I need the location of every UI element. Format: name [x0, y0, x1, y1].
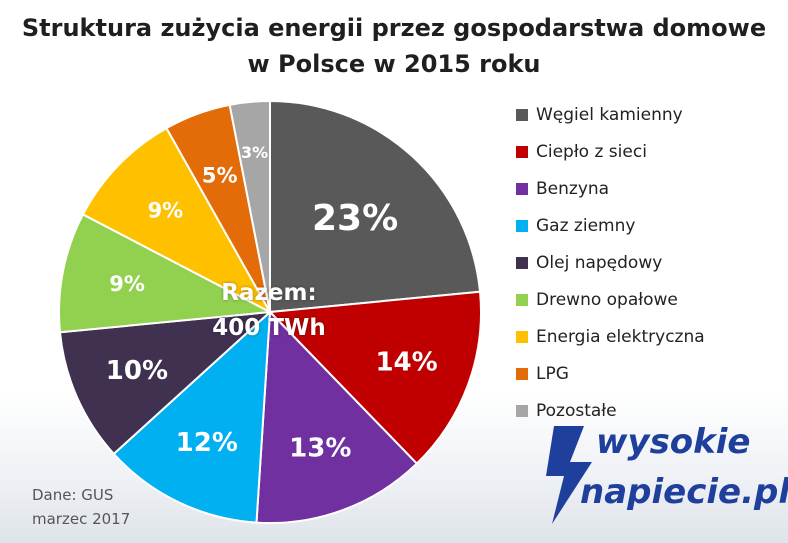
pie-slice: [228, 99, 271, 313]
legend-swatch: [516, 330, 528, 343]
pie-slice: [112, 309, 272, 524]
pie-slices: [58, 99, 482, 524]
legend-label: Energia elektryczna: [536, 326, 705, 347]
legend-swatch: [516, 145, 528, 158]
source-note: Dane: GUS marzec 2017: [32, 483, 130, 531]
legend-swatch: [516, 293, 528, 306]
chart-title-line1: Struktura zużycia energii przez gospodar…: [21, 14, 767, 42]
pie-value-label: 14%: [375, 347, 437, 377]
chart-title: Struktura zużycia energii przez gospodar…: [0, 10, 788, 82]
pie-value-label: 12%: [176, 428, 238, 458]
total-label-line1: Razem:: [221, 280, 317, 306]
pie-value-label: 9%: [109, 272, 145, 296]
pie-value-label: 5%: [202, 163, 238, 187]
logo-line2: napiecie.pl: [580, 472, 788, 512]
pie-slice: [267, 290, 482, 465]
chart-title-line2: w Polsce w 2015 roku: [247, 50, 541, 78]
legend-label: Gaz ziemny: [536, 215, 636, 236]
legend-label: Olej napędowy: [536, 252, 663, 273]
pie-value-label: 3%: [241, 143, 268, 162]
legend-swatch: [516, 367, 528, 380]
legend-label: LPG: [536, 363, 569, 384]
pie-slice: [81, 126, 273, 315]
legend-item: Benzyna: [516, 170, 705, 207]
legend-swatch: [516, 219, 528, 232]
legend-item: Energia elektryczna: [516, 318, 705, 355]
pie-value-label: 23%: [312, 198, 398, 239]
legend-label: Ciepło z sieci: [536, 141, 647, 162]
total-label: Razem: 400 TWh: [190, 276, 348, 346]
legend-swatch: [516, 256, 528, 269]
pie-value-label: 9%: [148, 199, 184, 223]
pie-value-label: 10%: [106, 356, 168, 386]
legend-item: Węgiel kamienny: [516, 96, 705, 133]
legend-swatch: [516, 404, 528, 417]
wysokie-napiecie-logo: wysokie napiecie.pl: [540, 418, 788, 528]
total-label-line2: 400 TWh: [212, 315, 326, 341]
legend-item: Olej napędowy: [516, 244, 705, 281]
lightning-bolt-icon: [546, 426, 592, 524]
legend-item: Pozostałe: [516, 392, 705, 429]
legend-label: Benzyna: [536, 178, 610, 199]
source-note-line1: Dane: GUS: [32, 486, 114, 504]
legend-item: Ciepło z sieci: [516, 133, 705, 170]
legend-item: Drewno opałowe: [516, 281, 705, 318]
legend-item: Gaz ziemny: [516, 207, 705, 244]
legend-label: Pozostałe: [536, 400, 617, 421]
pie-slice: [269, 99, 482, 314]
pie-slice: [58, 310, 273, 456]
legend-label: Drewno opałowe: [536, 289, 678, 310]
legend-swatch: [516, 108, 528, 121]
logo-line1: wysokie: [596, 422, 751, 462]
pie-slice: [255, 309, 419, 524]
legend-label: Węgiel kamienny: [536, 104, 683, 125]
legend-swatch: [516, 182, 528, 195]
pie-slice: [58, 213, 274, 334]
source-note-line2: marzec 2017: [32, 510, 131, 528]
pie-value-labels: 23% 14% 13% 12% 10% 9% 9% 5%3%: [106, 143, 438, 464]
chart-legend: Węgiel kamienny Ciepło z sieci Benzyna Gaz …: [516, 96, 705, 429]
legend-item: LPG: [516, 355, 705, 392]
pie-value-label: 13%: [289, 434, 351, 464]
